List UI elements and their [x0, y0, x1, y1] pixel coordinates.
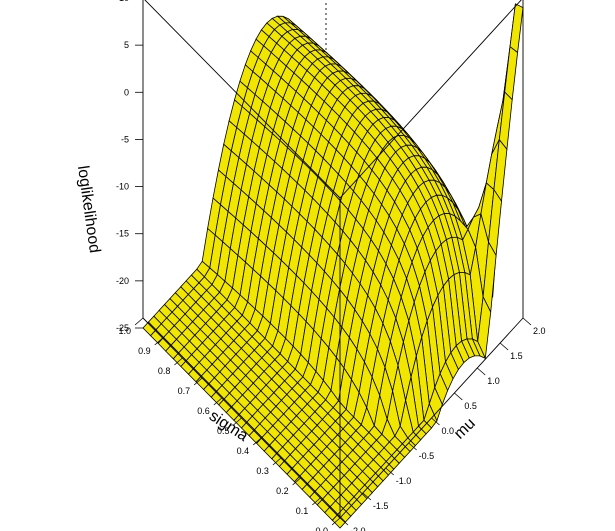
sigma-tick-mark-8: [174, 357, 183, 366]
sigma-tick-mark-7: [193, 377, 203, 386]
mu-tick-label-4: 0.0: [442, 426, 455, 436]
sigma-tick-label-3: 0.3: [256, 466, 269, 476]
box-edge-top-left: [144, 0, 341, 199]
mu-tick-mark-6: [476, 367, 486, 376]
mu-tick-mark-5: [454, 392, 463, 401]
sigma-tick-label-8: 0.8: [158, 366, 171, 376]
mu-tick-label-3: -0.5: [419, 451, 435, 461]
z-axis: -25 -20 -15 -10 -5 0 5 10: [116, 0, 143, 333]
surface-facet-0-31: [498, 91, 513, 151]
mu-tick-label-2: -1.0: [396, 476, 412, 486]
sigma-tick-mark-5: [233, 417, 242, 426]
z-tick-label-5: 0: [124, 87, 129, 97]
sigma-tick-label-5: 0.5: [217, 426, 230, 436]
mu-tick-mark-0: [339, 517, 349, 526]
mu-tick-label-8: 2.0: [533, 326, 546, 336]
sigma-tick-label-9: 0.9: [138, 346, 151, 356]
mu-tick-label-6: 1.0: [487, 376, 500, 386]
mu-tick-mark-8: [522, 317, 532, 326]
sigma-tick-mark-2: [292, 477, 301, 486]
z-tick-label-3: -10: [116, 182, 129, 192]
surface-facet-0-33: [509, 3, 524, 54]
sigma-tick-label-10: 1.0: [118, 326, 131, 336]
mu-tick-mark-7: [499, 342, 509, 351]
sigma-tick-label-1: 0.1: [296, 506, 309, 516]
z-tick-label-4: -5: [121, 134, 129, 144]
sigma-tick-mark-0: [331, 517, 341, 526]
mu-axis: -2.0 -1.5 -1.0 -0.5 0.0 0.5 1.0 1.5 2.0: [339, 317, 546, 531]
z-tick-label-0: -25: [116, 323, 129, 333]
sigma-tick-label-6: 0.6: [197, 406, 210, 416]
z-tick-label-6: 5: [124, 40, 129, 50]
mu-tick-label-0: -2.0: [350, 526, 366, 531]
sigma-tick-label-7: 0.7: [178, 386, 191, 396]
sigma-tick-mark-1: [312, 497, 321, 506]
sigma-tick-mark-9: [154, 337, 163, 346]
z-tick-label-2: -15: [116, 229, 129, 239]
sigma-tick-mark-6: [213, 397, 223, 406]
surface-facet-0-32: [504, 45, 519, 101]
sigma-tick-label-2: 0.2: [276, 486, 289, 496]
sigma-tick-mark-10: [134, 317, 144, 326]
mu-tick-label-7: 1.5: [510, 351, 523, 361]
mu-tick-mark-2: [385, 467, 395, 476]
mu-tick-mark-3: [408, 442, 417, 451]
sigma-tick-mark-3: [272, 457, 282, 466]
z-tick-label-7: 10: [119, 0, 129, 3]
z-tick-label-1: -20: [116, 276, 129, 286]
sigma-tick-label-4: 0.4: [237, 446, 250, 456]
mu-tick-mark-4: [431, 417, 440, 426]
mu-tick-mark-1: [362, 492, 372, 501]
y-axis-title: mu: [451, 415, 479, 443]
sigma-tick-mark-4: [252, 437, 262, 446]
sigma-axis: 0.0 0.1 0.2 0.3 0.4 0.5 0.6 0.7 0.8 0.9 1.0: [118, 317, 341, 531]
likelihood-surface: [142, 3, 524, 529]
box-edge-top-right: [339, 0, 522, 199]
mu-tick-label-1: -1.5: [373, 501, 389, 511]
z-axis-title: loglikelihood: [74, 165, 103, 255]
sigma-tick-label-0: 0.0: [315, 526, 328, 531]
mu-tick-label-5: 0.5: [464, 401, 477, 411]
